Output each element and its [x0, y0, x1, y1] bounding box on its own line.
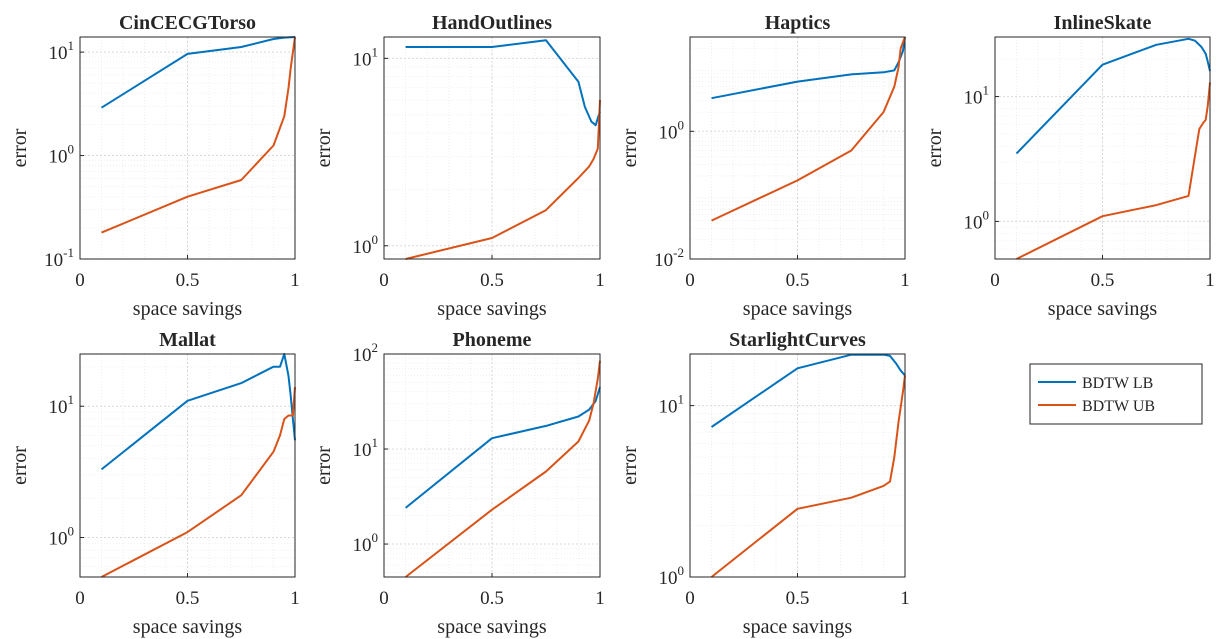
- series-line-bdtw-ub: [710, 375, 906, 578]
- series-line-bdtw-ub: [101, 387, 296, 578]
- x-tick-label: 1: [1205, 270, 1215, 291]
- series-line-bdtw-lb: [100, 353, 296, 471]
- y-tick-label: 101: [353, 435, 379, 461]
- y-tick-label: 100: [49, 523, 75, 549]
- x-tick-label: 1: [900, 588, 910, 609]
- series-line-bdtw-ub: [404, 360, 601, 578]
- x-axis-label: space savings: [743, 298, 853, 320]
- subplot-4: 0 0.5 1 100 101 InlineSkate space savings error: [924, 12, 1215, 320]
- y-axis-label: error: [313, 446, 335, 485]
- series-line-bdtw-lb: [404, 386, 601, 509]
- subplot-title: HandOutlines: [432, 12, 552, 34]
- y-axis-label: error: [619, 446, 641, 485]
- y-axis-label: error: [619, 128, 641, 167]
- y-tick-label: 100: [353, 232, 379, 258]
- y-tick-label: 100: [353, 530, 379, 556]
- x-tick-label: 0.5: [176, 270, 200, 291]
- legend-label: BDTW UB: [1082, 398, 1155, 415]
- x-tick-label: 0: [685, 588, 695, 609]
- subplot-title: Mallat: [159, 329, 216, 351]
- legend-box: [1029, 363, 1203, 425]
- series-line-bdtw-lb: [1015, 37, 1211, 155]
- series-line-bdtw-ub: [405, 99, 601, 260]
- y-axis-label: error: [9, 128, 31, 167]
- y-tick-label: 101: [659, 392, 685, 418]
- x-tick-label: 0.5: [786, 270, 810, 291]
- y-axis-label: error: [313, 128, 335, 167]
- x-tick-label: 0: [75, 270, 85, 291]
- series-line-bdtw-lb: [711, 36, 906, 100]
- subplot-5: 0 0.5 1 100 101 Mallat space savings error: [9, 329, 300, 638]
- y-tick-label: 100: [659, 563, 685, 589]
- x-tick-label: 0: [990, 270, 1000, 291]
- y-tick-label: 101: [353, 44, 379, 70]
- subplot-2: 0 0.5 1 100 101 HandOutlines space savings erro…: [313, 12, 605, 320]
- series-line-bdtw-lb: [100, 36, 296, 109]
- x-axis-label: space savings: [1048, 298, 1158, 320]
- y-tick-label: 102: [353, 340, 379, 366]
- x-tick-label: 1: [290, 270, 300, 291]
- subplot-title: InlineSkate: [1054, 12, 1152, 34]
- x-tick-label: 0: [685, 270, 695, 291]
- x-axis-label: space savings: [437, 616, 547, 638]
- y-tick-label: 10-1: [44, 245, 74, 271]
- subplot-6: 0 0.5 1 100 101 102 Phoneme space savings error: [313, 329, 605, 638]
- x-axis-label: space savings: [743, 616, 853, 638]
- y-tick-label: 101: [49, 392, 75, 418]
- x-tick-label: 0: [379, 270, 389, 291]
- subplot-title: StarlightCurves: [729, 329, 866, 351]
- subplot-title: Phoneme: [453, 329, 532, 351]
- series-line-bdtw-lb: [710, 353, 906, 428]
- x-tick-label: 1: [595, 270, 605, 291]
- x-tick-label: 0.5: [1091, 270, 1115, 291]
- y-tick-label: 100: [49, 142, 75, 168]
- x-tick-label: 0.5: [786, 588, 810, 609]
- subplot-3: 0 0.5 1 10-2 100 Haptics space savings error: [619, 12, 910, 320]
- y-axis-label: error: [924, 128, 946, 167]
- y-tick-label: 101: [49, 38, 75, 64]
- y-tick-label: 10-2: [654, 245, 684, 271]
- legend: BDTW LB BDTW UB: [1029, 363, 1203, 425]
- x-tick-label: 0.5: [480, 588, 504, 609]
- subplot-7: 0 0.5 1 100 101 StarlightCurves space savings e…: [619, 329, 910, 638]
- x-tick-label: 0: [75, 588, 85, 609]
- x-tick-label: 1: [290, 588, 300, 609]
- legend-label: BDTW LB: [1082, 375, 1153, 392]
- subplot-title: Haptics: [765, 12, 831, 34]
- x-tick-label: 0.5: [480, 270, 504, 291]
- x-axis-label: space savings: [133, 616, 243, 638]
- y-tick-label: 100: [964, 207, 990, 233]
- x-axis-label: space savings: [437, 298, 547, 320]
- subplot-title: CinCECGTorso: [119, 12, 256, 34]
- y-tick-label: 100: [659, 117, 685, 143]
- x-tick-label: 1: [900, 270, 910, 291]
- series-line-bdtw-ub: [101, 36, 296, 234]
- x-tick-label: 0.5: [176, 588, 200, 609]
- y-tick-label: 101: [964, 83, 990, 109]
- series-line-bdtw-ub: [1016, 82, 1211, 260]
- x-tick-label: 1: [595, 588, 605, 609]
- x-tick-label: 0: [379, 588, 389, 609]
- y-axis-label: error: [9, 446, 31, 485]
- x-axis-label: space savings: [133, 298, 243, 320]
- series-line-bdtw-lb: [405, 39, 601, 127]
- subplot-1: 0 0.5 1 10-1 100 101 CinCECGTorso space savings…: [9, 12, 300, 320]
- series-line-bdtw-ub: [711, 36, 906, 222]
